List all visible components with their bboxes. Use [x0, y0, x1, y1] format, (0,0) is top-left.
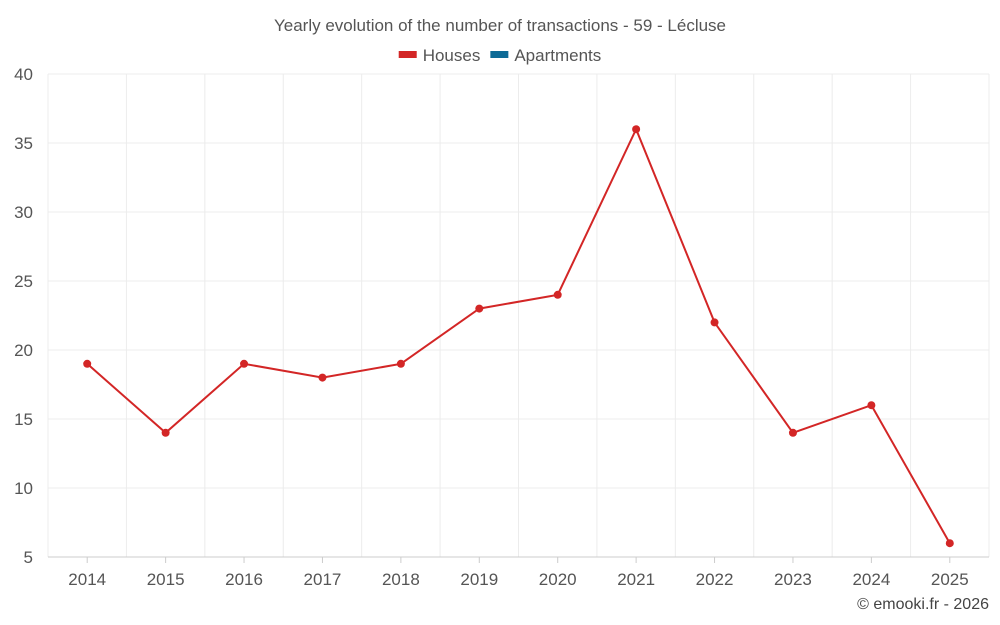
data-point-houses — [240, 359, 249, 368]
x-tick-label: 2024 — [852, 570, 890, 589]
data-point-houses — [475, 304, 484, 313]
chart-gridlines — [47, 73, 990, 557]
data-point-houses — [710, 318, 719, 327]
series-line-houses — [86, 126, 951, 544]
x-tick-label: 2021 — [617, 570, 655, 589]
x-tick-label: 2020 — [539, 570, 577, 589]
y-tick-label: 25 — [14, 272, 33, 291]
data-point-houses — [945, 539, 954, 548]
data-point-houses — [318, 373, 327, 382]
data-point-houses — [83, 359, 92, 368]
x-tick-label: 2022 — [696, 570, 734, 589]
chart-series — [83, 125, 954, 548]
x-tick-label: 2023 — [774, 570, 812, 589]
data-point-houses — [396, 359, 405, 368]
y-tick-label: 40 — [14, 65, 33, 84]
y-tick-label: 10 — [14, 479, 33, 498]
legend-label: Apartments — [514, 46, 601, 65]
x-tick-label: 2025 — [931, 570, 969, 589]
x-tick-label: 2018 — [382, 570, 420, 589]
x-tick-label: 2014 — [68, 570, 106, 589]
data-point-houses — [553, 290, 562, 299]
y-tick-label: 35 — [14, 134, 33, 153]
x-tick-label: 2015 — [147, 570, 185, 589]
y-tick-label: 15 — [14, 410, 33, 429]
y-tick-label: 5 — [24, 548, 33, 567]
data-point-houses — [867, 401, 876, 410]
legend-swatch — [490, 51, 509, 58]
y-tick-label: 20 — [14, 341, 33, 360]
x-tick-label: 2016 — [225, 570, 263, 589]
y-tick-label: 30 — [14, 203, 33, 222]
chart-legend: Houses Apartments — [398, 46, 601, 65]
legend-item-apartments: Apartments — [490, 46, 601, 65]
data-point-houses — [788, 428, 797, 437]
x-tick-label: 2017 — [304, 570, 342, 589]
legend-label: Houses — [423, 46, 481, 65]
data-point-houses — [632, 125, 641, 134]
legend-swatch — [398, 51, 417, 58]
legend-item-houses: Houses — [398, 46, 481, 65]
chart-title: Yearly evolution of the number of transa… — [274, 16, 726, 35]
data-point-houses — [161, 428, 170, 437]
x-tick-label: 2019 — [460, 570, 498, 589]
credit-text: © emooki.fr - 2026 — [857, 596, 989, 613]
